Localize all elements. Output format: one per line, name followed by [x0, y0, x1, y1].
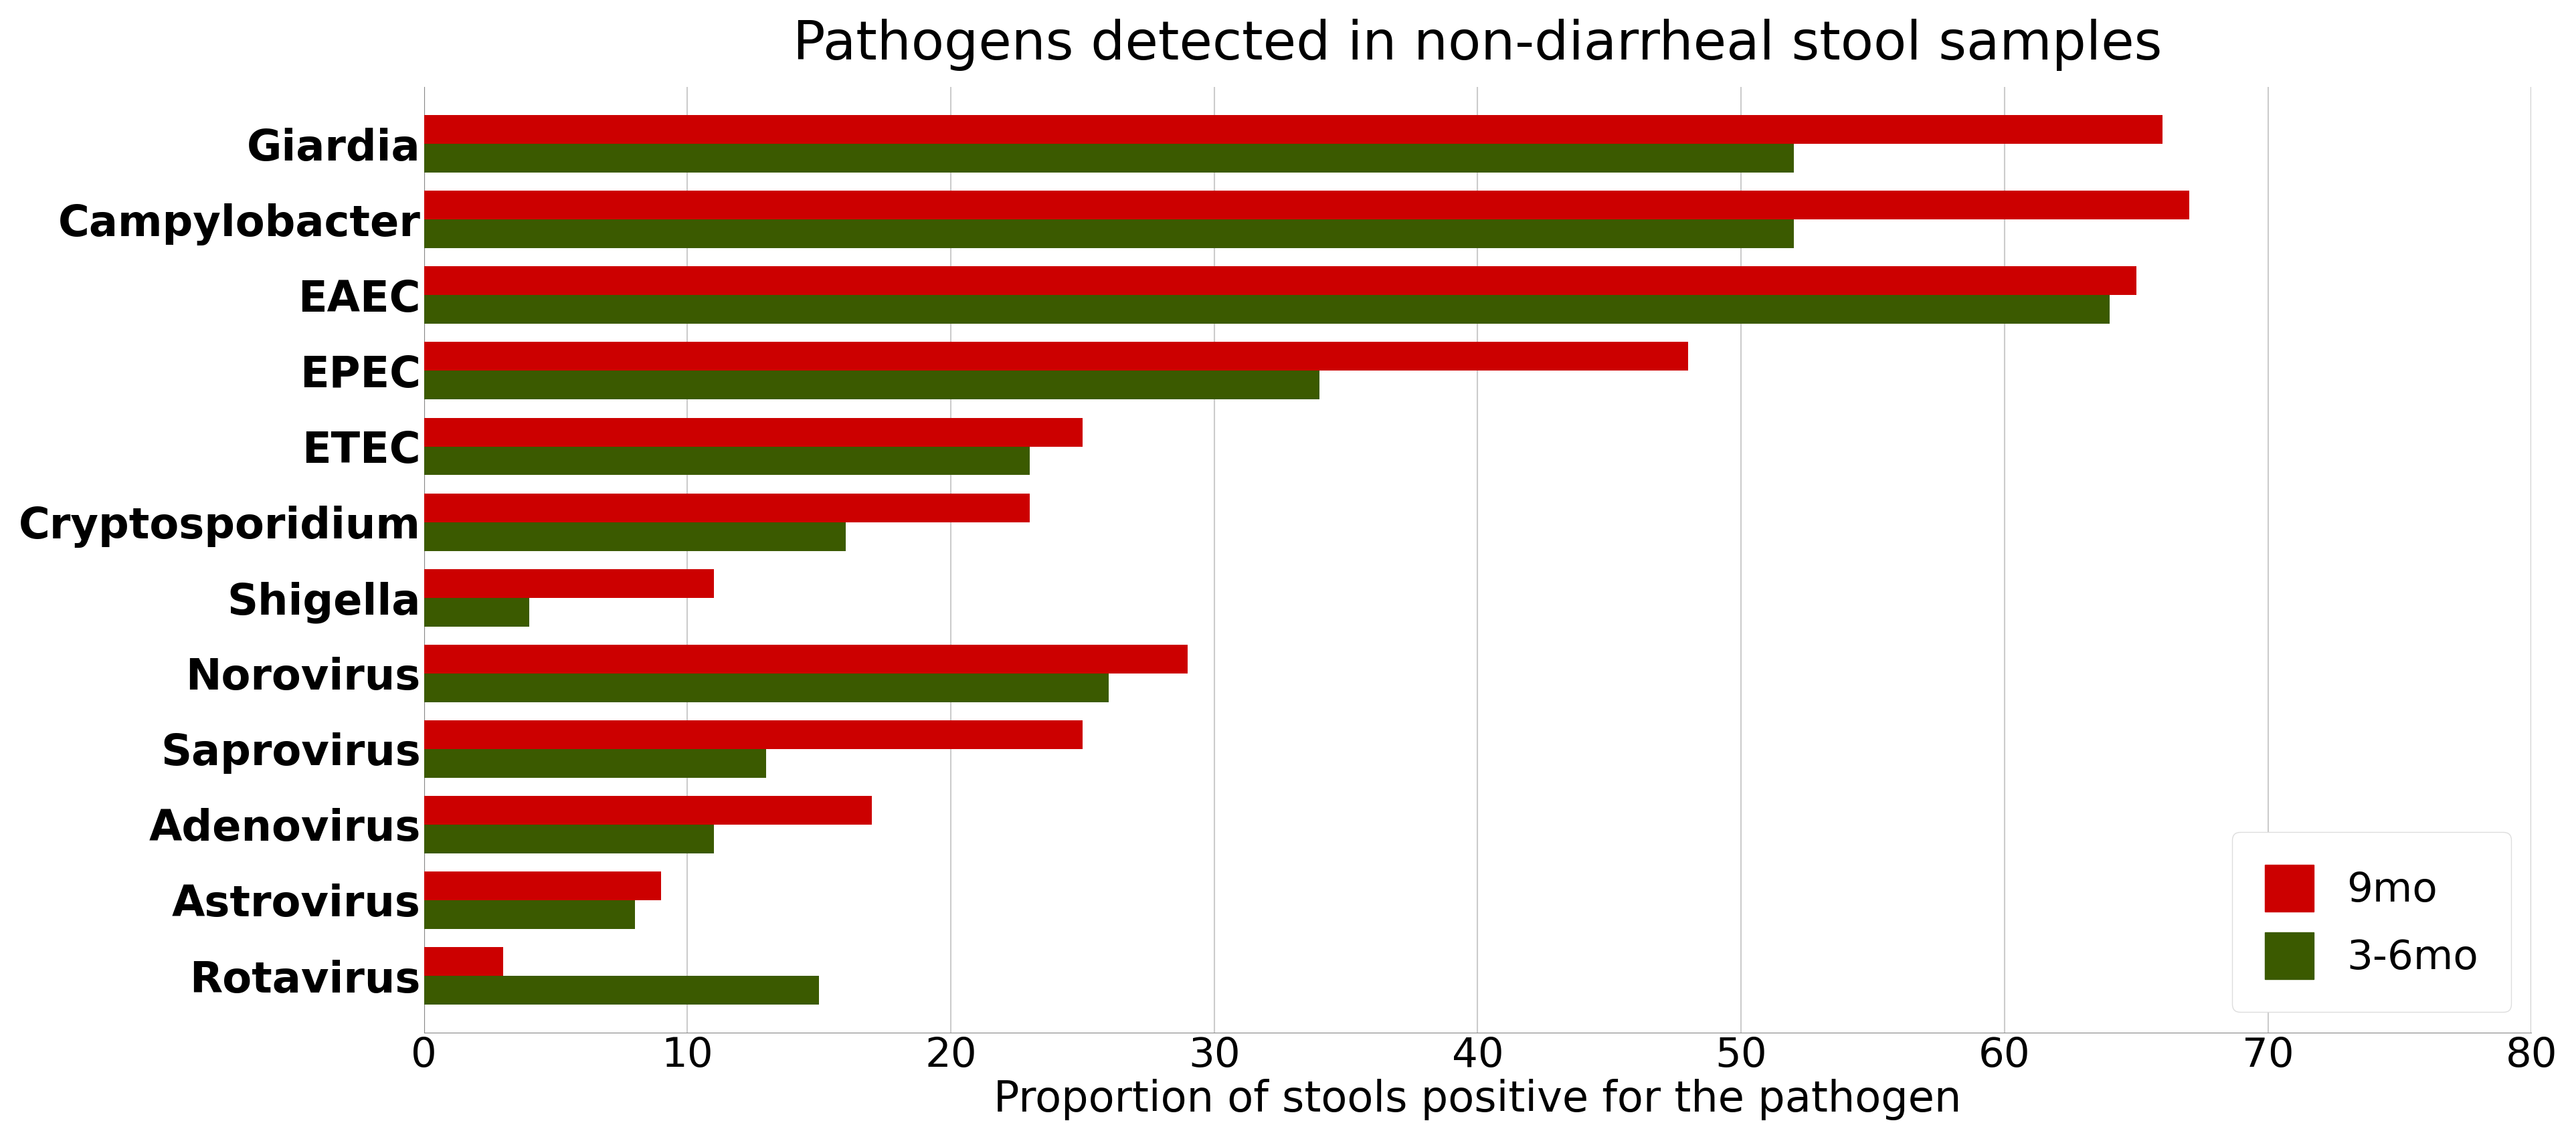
Bar — [425, 749, 768, 778]
Legend: 9mo, 3-6mo: 9mo, 3-6mo — [2233, 831, 2512, 1013]
Bar — [425, 720, 1082, 749]
Bar — [425, 371, 1319, 400]
Bar — [425, 191, 2190, 220]
Bar — [425, 115, 2164, 144]
Bar — [425, 570, 714, 598]
Bar — [425, 342, 1687, 371]
Bar — [425, 976, 819, 1005]
Bar — [425, 418, 1082, 446]
Bar — [425, 446, 1030, 475]
Bar — [425, 825, 714, 853]
X-axis label: Proportion of stools positive for the pathogen: Proportion of stools positive for the pa… — [994, 1079, 1960, 1121]
Bar — [425, 796, 871, 825]
Bar — [425, 267, 2136, 295]
Bar — [425, 947, 502, 976]
Bar — [425, 493, 1030, 522]
Bar — [425, 645, 1188, 673]
Bar — [425, 220, 1793, 248]
Title: Pathogens detected in non-diarrheal stool samples: Pathogens detected in non-diarrheal stoo… — [793, 18, 2161, 71]
Bar — [425, 144, 1793, 173]
Bar — [425, 871, 662, 900]
Bar — [425, 522, 845, 551]
Bar — [425, 673, 1108, 702]
Bar — [425, 598, 528, 626]
Bar — [425, 900, 634, 929]
Bar — [425, 295, 2110, 323]
